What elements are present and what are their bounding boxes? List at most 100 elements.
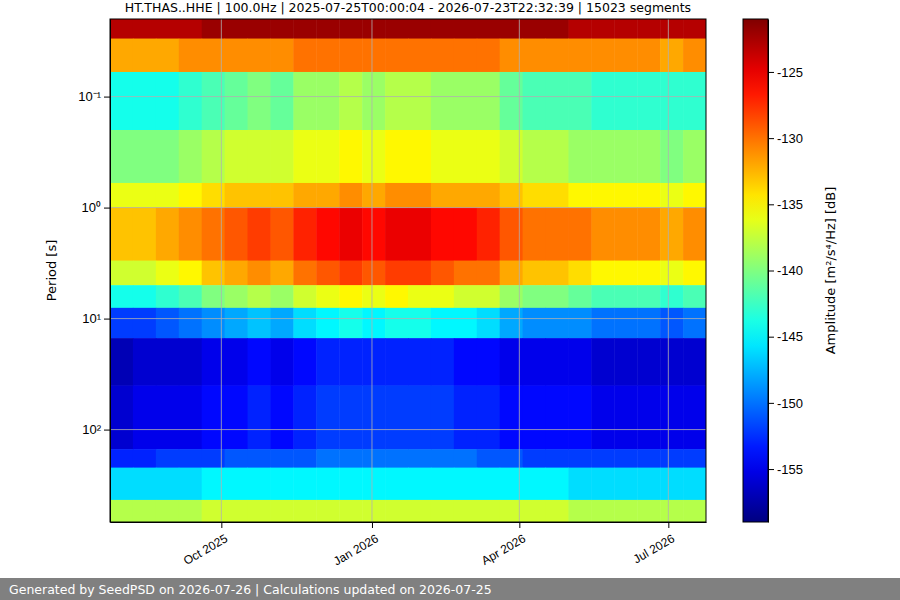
- cell: [110, 19, 133, 39]
- cell: [362, 208, 385, 261]
- cell: [660, 500, 683, 522]
- cell: [156, 308, 179, 339]
- cell: [225, 183, 248, 208]
- cell: [110, 208, 133, 261]
- cell: [431, 261, 454, 286]
- cell: [316, 449, 339, 468]
- cell: [637, 183, 660, 208]
- cell: [339, 39, 362, 73]
- cell: [431, 208, 454, 261]
- tick-mark: [768, 72, 774, 73]
- cell: [293, 183, 316, 208]
- cell: [591, 285, 614, 308]
- grid: [110, 19, 706, 522]
- tick-mark: [104, 319, 110, 320]
- cell: [156, 208, 179, 261]
- cell: [683, 72, 706, 131]
- cell: [133, 208, 156, 261]
- cell: [133, 500, 156, 522]
- cell: [454, 385, 477, 449]
- tick-mark: [104, 208, 110, 209]
- cell: [683, 468, 706, 501]
- cell: [431, 308, 454, 339]
- cell: [568, 72, 591, 131]
- cell: [660, 72, 683, 131]
- cell: [179, 183, 202, 208]
- cell: [431, 130, 454, 183]
- cell: [431, 19, 454, 39]
- cell: [637, 449, 660, 468]
- cell: [110, 72, 133, 131]
- cell: [660, 39, 683, 73]
- cell: [316, 285, 339, 308]
- colorbar-tick: -125: [768, 65, 803, 80]
- cell: [385, 385, 408, 449]
- footer-bar: [0, 578, 900, 600]
- grid-line: [110, 207, 706, 208]
- cell: [408, 285, 431, 308]
- cell: [110, 308, 133, 339]
- grid-line: [221, 19, 222, 522]
- cell: [225, 261, 248, 286]
- cell: [683, 183, 706, 208]
- cell: [408, 338, 431, 386]
- tick-mark: [768, 138, 774, 139]
- cell: [477, 449, 500, 468]
- cell: [454, 338, 477, 386]
- cell: [362, 19, 385, 39]
- cell: [408, 19, 431, 39]
- cell: [179, 130, 202, 183]
- cell: [454, 72, 477, 131]
- cell: [568, 285, 591, 308]
- cell: [248, 183, 271, 208]
- cell: [339, 72, 362, 131]
- cell: [270, 500, 293, 522]
- cell: [614, 338, 637, 386]
- cell: [477, 208, 500, 261]
- cell: [431, 385, 454, 449]
- cell: [408, 261, 431, 286]
- y-tick: 10⁻¹: [78, 89, 110, 104]
- cell: [270, 183, 293, 208]
- cell: [568, 308, 591, 339]
- cell: [110, 39, 133, 73]
- cell: [385, 500, 408, 522]
- cell: [225, 385, 248, 449]
- cell: [316, 261, 339, 286]
- cell: [248, 468, 271, 501]
- cell: [614, 308, 637, 339]
- cell: [660, 385, 683, 449]
- cell: [523, 285, 546, 308]
- cell: [454, 468, 477, 501]
- colorbar-title: Amplitude [m²/s⁴/Hz] [dB]: [823, 187, 838, 355]
- cell: [225, 285, 248, 308]
- cell: [683, 261, 706, 286]
- cell: [660, 449, 683, 468]
- cell: [454, 208, 477, 261]
- cell: [614, 468, 637, 501]
- cell: [248, 308, 271, 339]
- cell: [591, 19, 614, 39]
- cell: [431, 285, 454, 308]
- tick-mark: [104, 430, 110, 431]
- cells: [110, 19, 706, 522]
- cell: [225, 308, 248, 339]
- cell: [591, 261, 614, 286]
- cell: [523, 338, 546, 386]
- y-axis-title: Period [s]: [44, 240, 59, 302]
- cell: [133, 72, 156, 131]
- cell: [225, 39, 248, 73]
- colorbar: [743, 19, 768, 522]
- cell: [477, 261, 500, 286]
- cell: [431, 72, 454, 131]
- y-tick-label: 10⁻¹: [78, 89, 101, 104]
- cell: [293, 261, 316, 286]
- cell: [270, 308, 293, 339]
- cell: [248, 285, 271, 308]
- cell: [248, 449, 271, 468]
- cell: [683, 500, 706, 522]
- colorbar-tick-label: -130: [777, 131, 803, 146]
- cell: [156, 500, 179, 522]
- cell: [270, 285, 293, 308]
- cell: [316, 385, 339, 449]
